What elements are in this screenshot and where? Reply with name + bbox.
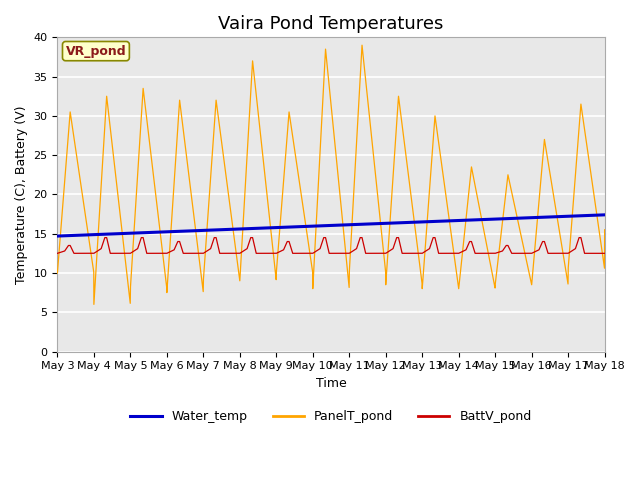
Text: VR_pond: VR_pond bbox=[66, 45, 126, 58]
Y-axis label: Temperature (C), Battery (V): Temperature (C), Battery (V) bbox=[15, 105, 28, 284]
Title: Vaira Pond Temperatures: Vaira Pond Temperatures bbox=[218, 15, 444, 33]
X-axis label: Time: Time bbox=[316, 377, 346, 390]
Legend: Water_temp, PanelT_pond, BattV_pond: Water_temp, PanelT_pond, BattV_pond bbox=[125, 405, 536, 428]
